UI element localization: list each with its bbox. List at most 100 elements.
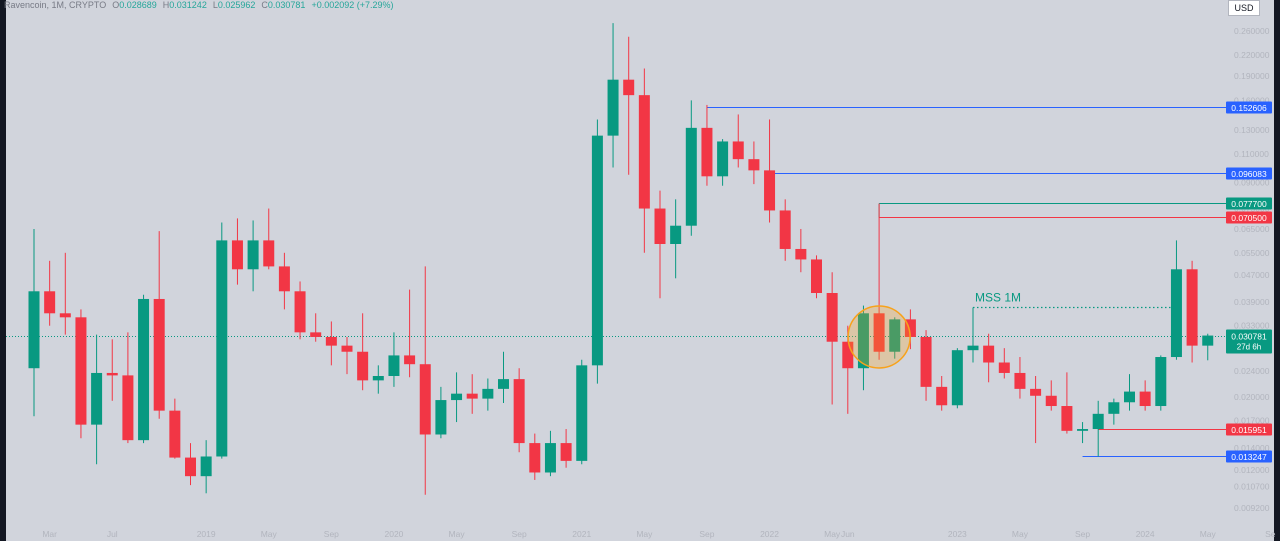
x-tick-label: May [636,529,653,539]
candle-body[interactable] [811,259,822,294]
candle-body[interactable] [59,313,71,318]
candle-body[interactable] [936,386,948,406]
candle-body[interactable] [75,317,87,425]
candle-body[interactable] [1155,357,1167,407]
candle-body[interactable] [889,319,901,352]
level-price-tag [1226,197,1272,210]
candle-body[interactable] [482,388,494,399]
open-value: 0.028689 [119,0,157,10]
candle-body[interactable] [169,410,181,458]
level-price-label: 0.070500 [1231,213,1267,223]
candle-body[interactable] [28,291,40,369]
level-price-tag [1226,101,1272,114]
candle-body[interactable] [779,210,791,249]
x-tick-label: Sep [324,529,339,539]
y-tick-label: 0.190000 [1234,71,1270,81]
candle-body[interactable] [200,456,212,477]
candle-body[interactable] [654,208,666,245]
candle-body[interactable] [278,266,290,292]
currency-button[interactable]: USD [1228,0,1260,16]
candle-body[interactable] [1202,335,1214,346]
x-tick-label: Sep [512,529,527,539]
candle-body[interactable] [748,159,760,171]
candle-body[interactable] [764,170,776,211]
candle-body[interactable] [1061,406,1073,431]
candle-body[interactable] [732,141,744,160]
level-price-label: 0.015951 [1231,425,1267,435]
candle-body[interactable] [185,457,196,477]
low-value: 0.025962 [217,0,256,10]
candle-body[interactable] [216,240,228,457]
x-tick-label: 2023 [948,529,967,539]
candle-body[interactable] [513,379,525,444]
candle-body[interactable] [1124,391,1135,403]
candle-body[interactable] [920,336,932,387]
candle-body[interactable] [717,141,729,177]
candle-body[interactable] [795,248,807,260]
candle-body[interactable] [904,319,916,337]
candle-body[interactable] [638,95,650,209]
y-tick-label: 0.260000 [1234,26,1270,36]
candle-body[interactable] [419,364,431,435]
candle-body[interactable] [372,376,384,381]
candle-body[interactable] [263,240,275,267]
candle-body[interactable] [857,313,869,369]
candle-body[interactable] [560,443,572,461]
candle-body[interactable] [873,313,885,352]
candle-body[interactable] [826,293,838,342]
current-price-tag [1226,329,1272,354]
candle-body[interactable] [404,355,416,365]
level-price-tag [1226,211,1272,224]
candle-body[interactable] [310,332,322,337]
candle-body[interactable] [138,298,150,441]
candle-body[interactable] [231,240,243,270]
candle-body[interactable] [983,345,995,363]
y-tick-label: 0.012000 [1234,465,1270,475]
candle-body[interactable] [1077,429,1089,431]
candle-body[interactable] [1108,402,1120,414]
x-tick-label: Jun [841,529,855,539]
candle-body[interactable] [435,400,447,435]
candle-body[interactable] [544,443,556,473]
candle-body[interactable] [591,135,603,366]
candle-body[interactable] [529,443,541,473]
candle-body[interactable] [1092,413,1104,430]
candle-body[interactable] [842,341,854,369]
candle-body[interactable] [685,127,697,226]
candle-body[interactable] [91,372,103,425]
candle-body[interactable] [1139,391,1151,407]
y-tick-label: 0.039000 [1234,297,1270,307]
candle-body[interactable] [451,393,463,401]
candle-body[interactable] [1014,372,1026,389]
candle-body[interactable] [1030,388,1042,396]
candle-body[interactable] [498,379,509,389]
candle-body[interactable] [1045,395,1057,407]
candle-body[interactable] [998,362,1010,373]
right-border [1274,0,1280,541]
x-tick-label: Se [1265,529,1276,539]
candle-body[interactable] [357,351,369,381]
candle-body[interactable] [576,365,588,461]
candle-body[interactable] [607,79,619,136]
candle-body[interactable] [122,375,134,441]
candle-body[interactable] [1186,269,1198,346]
candle-body[interactable] [466,393,478,399]
candle-body[interactable] [106,372,118,376]
candle-body[interactable] [701,127,713,177]
candle-body[interactable] [325,336,337,346]
candle-body[interactable] [623,79,635,96]
x-tick-label: Jul [107,529,118,539]
candle-body[interactable] [951,350,963,406]
candle-body[interactable] [247,240,259,270]
y-tick-label: 0.047000 [1234,270,1270,280]
symbol-legend: Ravencoin, 1M, CRYPTO O0.028689 H0.03124… [4,0,394,10]
candle-body[interactable] [1170,269,1182,358]
candle-body[interactable] [967,345,979,351]
candle-body[interactable] [294,291,306,333]
candle-body[interactable] [388,355,400,377]
candle-body[interactable] [153,298,165,411]
candle-body[interactable] [670,225,682,245]
candle-body[interactable] [341,345,353,352]
candle-body[interactable] [44,291,56,314]
